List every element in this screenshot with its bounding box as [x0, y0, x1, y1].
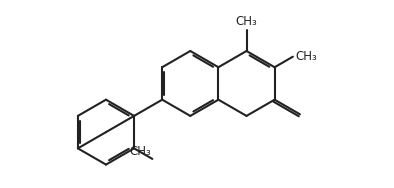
Text: CH₃: CH₃ — [236, 15, 257, 28]
Text: CH₃: CH₃ — [295, 50, 317, 63]
Text: CH₃: CH₃ — [129, 145, 151, 158]
